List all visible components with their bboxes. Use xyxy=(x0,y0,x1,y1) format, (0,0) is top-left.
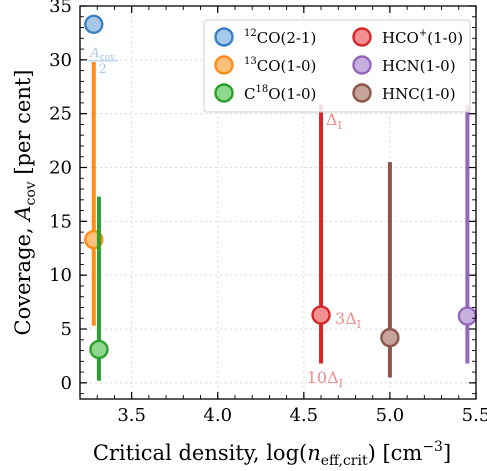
annotation-sub: I xyxy=(338,119,342,132)
annotation-main: 3Δ xyxy=(335,309,357,328)
series-group xyxy=(457,105,478,364)
legend-label: HCN(1-0) xyxy=(382,57,456,75)
legend-label-main: HCO xyxy=(382,29,419,47)
legend-label-sup: 12 xyxy=(244,28,257,39)
legend-marker xyxy=(214,55,234,75)
series-group xyxy=(89,196,109,381)
annotation: 3ΔI xyxy=(335,309,361,331)
series-layer xyxy=(84,14,478,381)
legend-entry: 13CO(1-0) xyxy=(214,55,316,75)
legend-label: 12CO(2-1) xyxy=(244,28,316,47)
legend-label-sup: 18 xyxy=(255,84,268,95)
y-tick-label: 15 xyxy=(49,211,72,232)
legend-label-pre: C xyxy=(244,85,255,103)
y-tick-label: 35 xyxy=(49,0,72,17)
data-point xyxy=(89,339,109,360)
y-axis-label-sub: cov xyxy=(23,181,39,205)
legend-box xyxy=(203,19,471,113)
y-tick-label: 20 xyxy=(49,158,72,179)
annotation-sub: I xyxy=(339,377,343,390)
annotation-text: 3ΔI xyxy=(335,309,361,331)
x-axis-label-main: Critical density, log( xyxy=(93,441,307,465)
x-tick-label: 4.5 xyxy=(290,405,319,426)
y-tick-label: 0 xyxy=(61,373,72,394)
legend-label-sup: 13 xyxy=(244,56,257,67)
y-axis-label: Coverage, Acov [per cent] xyxy=(11,70,39,336)
series-group xyxy=(380,162,400,378)
x-axis-label-var: n xyxy=(307,441,321,465)
annotation-text: ΔI xyxy=(326,110,342,132)
legend-entry: 12CO(2-1) xyxy=(214,27,316,47)
y-tick-label: 30 xyxy=(49,50,72,71)
axis-ticks: 3.5 4.0 4.5 5.0 5.5 0 5 10 15 20 25 30 35 xyxy=(49,0,487,426)
x-tick-label: 3.5 xyxy=(117,405,146,426)
x-tick-label: 4.0 xyxy=(203,405,232,426)
legend-marker xyxy=(352,27,372,47)
series-group xyxy=(311,105,331,364)
y-axis-label-end: [per cent] xyxy=(11,70,35,182)
annotation: ΔI xyxy=(326,110,342,132)
data-point xyxy=(84,14,104,35)
annotation-numerator: Acov xyxy=(89,46,116,63)
legend-label-main: HNC(1-0) xyxy=(382,85,456,103)
y-tick-label: 10 xyxy=(49,265,72,286)
x-tick-label: 5.0 xyxy=(376,405,405,426)
legend-label-main: O(1-0) xyxy=(268,85,316,103)
annotation-denominator: 2 xyxy=(99,62,107,77)
x-axis-label-end: ] xyxy=(443,441,451,465)
data-point xyxy=(457,306,478,326)
annotation: 10ΔI xyxy=(307,368,343,390)
legend-entry: HNC(1-0) xyxy=(352,83,456,103)
legend-label-sup: + xyxy=(419,28,427,39)
legend-entry: HCO+(1-0) xyxy=(352,27,463,47)
legend-label-main: CO(2-1) xyxy=(257,29,317,47)
legend-label-main: CO(1-0) xyxy=(257,57,317,75)
legend-marker xyxy=(352,83,372,103)
legend-entry: C18O(1-0) xyxy=(214,83,316,103)
plot-frame xyxy=(79,5,477,400)
annotation-sub: cov xyxy=(100,53,116,63)
legend-label: HNC(1-0) xyxy=(382,85,456,103)
y-tick-label: 5 xyxy=(61,319,72,340)
legend-label: C18O(1-0) xyxy=(244,84,316,103)
annotation-var: A xyxy=(89,46,99,61)
annotation-text: 10ΔI xyxy=(307,368,343,390)
x-tick-label: 5.5 xyxy=(462,405,487,426)
annotation-main: Δ xyxy=(326,110,338,129)
data-point xyxy=(311,305,331,325)
legend-marker xyxy=(214,83,234,103)
annotation-sub: I xyxy=(357,318,361,331)
y-axis-label-main: Coverage, xyxy=(11,221,35,336)
x-axis-label-sup: −3 xyxy=(422,439,443,455)
data-point xyxy=(380,327,400,348)
x-axis-label: Critical density, log(neff,crit) [cm−3] xyxy=(93,439,451,469)
x-axis-label-close: ) [cm xyxy=(368,441,423,465)
x-axis-label-sub: eff,crit xyxy=(321,453,368,469)
y-tick-label: 25 xyxy=(49,104,72,125)
legend-label: 13CO(1-0) xyxy=(244,56,316,75)
legend-entry: HCN(1-0) xyxy=(352,55,456,75)
legend: 12CO(2-1)13CO(1-0)C18O(1-0)HCO+(1-0)HCN(… xyxy=(203,19,471,113)
legend-label-main: HCN(1-0) xyxy=(382,57,456,75)
series-group xyxy=(84,14,104,35)
legend-marker xyxy=(214,27,234,47)
legend-marker xyxy=(352,55,372,75)
legend-label-post: (1-0) xyxy=(427,29,463,47)
annotation-main: 10Δ xyxy=(307,368,339,387)
legend-label: HCO+(1-0) xyxy=(382,28,463,47)
y-axis-label-var: A xyxy=(11,206,35,223)
